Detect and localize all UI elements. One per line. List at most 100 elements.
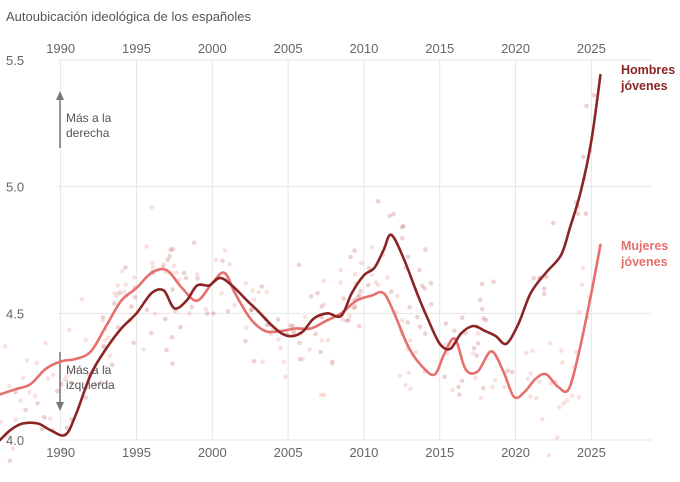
scatter-point [150, 260, 155, 266]
x-tick-label-bottom: 2005 [274, 445, 303, 460]
scatter-point [561, 400, 566, 406]
scatter-point [547, 341, 553, 346]
scatter-point [20, 375, 26, 381]
scatter-point [302, 314, 308, 320]
scatter-point [34, 360, 39, 366]
scatter-point [66, 327, 72, 332]
scatter-point [546, 452, 552, 458]
y-tick-label: 4.5 [6, 306, 24, 321]
scatter-point [79, 296, 84, 302]
scatter-point [560, 360, 565, 365]
scatter-point [443, 321, 449, 326]
scatter-point [13, 389, 18, 395]
scatter-point [264, 289, 269, 295]
scatter-point [407, 304, 412, 310]
scatter-point [168, 247, 173, 252]
scatter-point [227, 262, 232, 267]
legend-mujeres: Mujeres jóvenes [620, 239, 668, 269]
scatter-point [281, 359, 287, 365]
scatter-point [219, 290, 224, 296]
scatter-point [62, 377, 68, 383]
scatter-point [422, 286, 428, 291]
scatter-point [187, 311, 192, 316]
scatter-point [470, 350, 476, 356]
scatter-point [45, 376, 51, 381]
scatter-point [502, 384, 507, 390]
scatter-point [161, 262, 166, 268]
scatter-point [510, 369, 515, 375]
scatter-points [0, 93, 597, 464]
scatter-point [575, 211, 581, 217]
scatter-point [442, 374, 447, 380]
x-tick-label-top: 2010 [349, 41, 378, 56]
scatter-point [98, 380, 104, 386]
scatter-point [121, 289, 127, 295]
scatter-point [23, 407, 28, 413]
scatter-point [357, 292, 362, 298]
scatter-point [415, 314, 420, 320]
scatter-point [204, 311, 210, 316]
scatter-point [352, 304, 358, 309]
scatter-point [92, 382, 98, 387]
scatter-point [400, 318, 405, 323]
scatter-point [120, 269, 125, 274]
scatter-point [359, 260, 364, 266]
scatter-point [150, 265, 156, 270]
scatter-point [340, 317, 345, 322]
scatter-point [477, 297, 483, 303]
scatter-point [132, 275, 137, 280]
scatter-point [195, 276, 200, 281]
scatter-point [109, 362, 115, 368]
scatter-point [203, 306, 209, 312]
scatter-point [375, 282, 381, 288]
annotation-right: Más a la derecha [56, 91, 112, 148]
scatter-point [144, 244, 149, 249]
scatter-point [525, 376, 531, 382]
chart-title: Autoubicación ideológica de los españole… [6, 9, 252, 24]
y-tick-label: 4.0 [6, 433, 24, 448]
scatter-point [144, 307, 150, 313]
x-tick-label-top: 1990 [46, 41, 75, 56]
scatter-point [42, 415, 47, 420]
scatter-point [344, 318, 349, 324]
x-tick-label-top: 2025 [577, 41, 606, 56]
scatter-point [256, 289, 261, 295]
series-line-mujeres [0, 243, 602, 400]
scatter-point [39, 426, 45, 432]
scatter-point [260, 359, 265, 364]
scatter-point [338, 267, 344, 273]
scatter-point [248, 308, 254, 313]
scatter-point [50, 372, 56, 378]
scatter-point [276, 337, 281, 342]
scatter-point [505, 368, 511, 374]
scatter-point [341, 296, 346, 301]
scatter-point [420, 283, 425, 289]
scatter-point [325, 338, 331, 343]
scatter-point [102, 338, 108, 343]
scatter-point [401, 223, 406, 229]
scatter-point [554, 435, 560, 440]
scatter-point [225, 309, 231, 314]
scatter-point [115, 325, 121, 330]
scatter-point [7, 383, 12, 389]
scatter-point [61, 447, 66, 452]
scatter-point [232, 303, 237, 308]
scatter-point [406, 370, 412, 376]
scatter-point [183, 276, 189, 281]
scatter-point [152, 311, 158, 317]
scatter-point [296, 262, 302, 268]
scatter-point [537, 379, 542, 385]
scatter-point [429, 302, 434, 307]
scatter-point [351, 305, 357, 311]
scatter-point [583, 211, 589, 216]
x-tick-label-bottom: 2010 [349, 445, 378, 460]
scatter-point [83, 337, 89, 343]
scatter-point [478, 395, 484, 401]
scatter-point [491, 279, 496, 285]
scatter-point [321, 302, 327, 307]
scatter-point [259, 284, 265, 289]
scatter-point [389, 289, 394, 295]
legend-hombres-line2: jóvenes [620, 79, 668, 93]
scatter-point [559, 348, 564, 353]
scatter-point [211, 311, 216, 316]
